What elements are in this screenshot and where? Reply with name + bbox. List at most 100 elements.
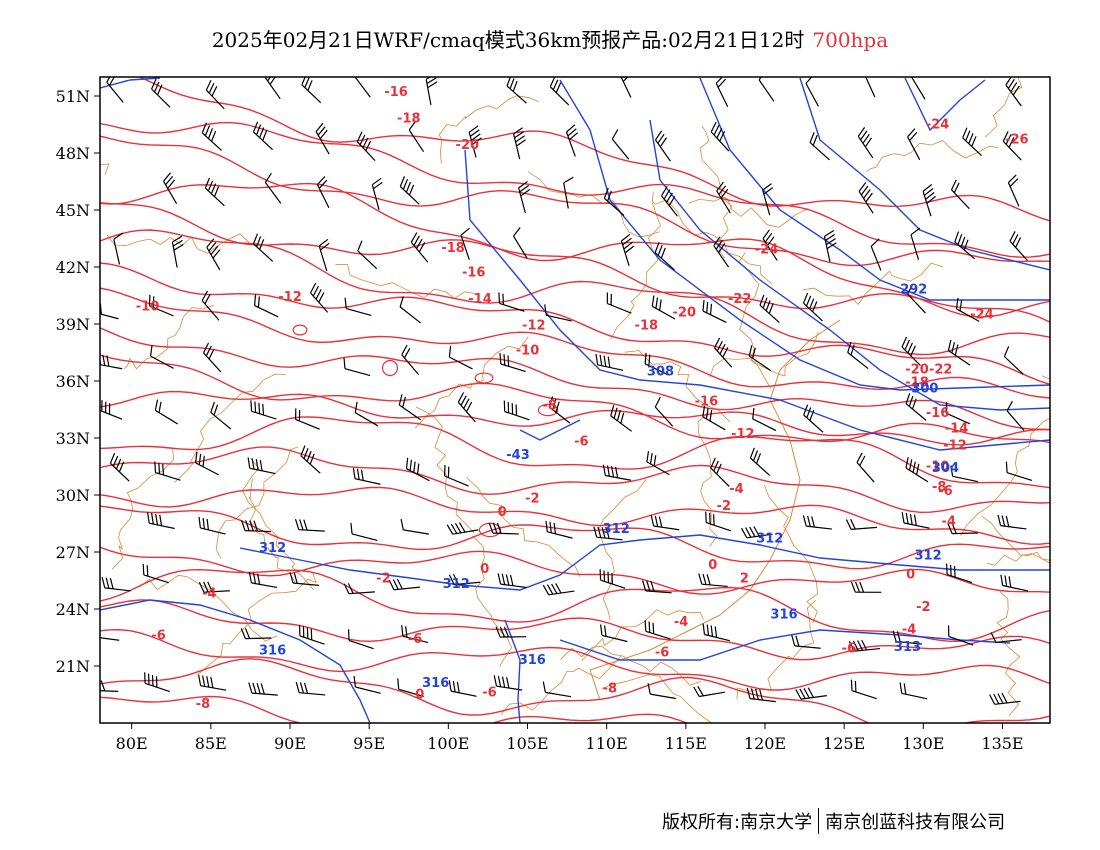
lon-tick-label: 130E bbox=[902, 734, 944, 753]
wind-barb-flag bbox=[659, 137, 667, 148]
wind-barb bbox=[240, 628, 272, 640]
wind-barb-flag bbox=[555, 583, 562, 594]
wind-barb bbox=[542, 583, 575, 596]
wind-barb-flag bbox=[142, 563, 145, 575]
temperature-isotherm-loop bbox=[537, 403, 559, 417]
wind-barb-flag bbox=[518, 181, 528, 189]
wind-barb-flag bbox=[611, 573, 613, 585]
province-boundary bbox=[699, 125, 733, 259]
wind-barb-flag bbox=[857, 127, 866, 137]
wind-barb bbox=[758, 77, 775, 102]
wind-barb-flag bbox=[909, 131, 918, 141]
wind-barb-shaft bbox=[549, 406, 571, 424]
wind-barb bbox=[907, 128, 921, 161]
wind-barb bbox=[544, 304, 572, 322]
wind-barb-flag bbox=[151, 674, 154, 687]
wind-barb-flag bbox=[403, 348, 411, 359]
wind-barb bbox=[448, 346, 473, 370]
temperature-isotherm bbox=[100, 182, 1050, 318]
wind-barb-flag bbox=[563, 176, 574, 184]
wind-barb bbox=[611, 129, 630, 160]
wind-barb-flag bbox=[257, 296, 260, 308]
wind-barb bbox=[702, 405, 726, 431]
province-boundary bbox=[335, 264, 477, 299]
wind-barb-flag bbox=[947, 523, 953, 534]
wind-barb-flag bbox=[950, 564, 952, 576]
wind-barb-flag bbox=[647, 683, 651, 695]
wind-barb-flag bbox=[654, 242, 660, 253]
temperature-isotherm bbox=[100, 135, 1050, 267]
wind-barb-flag bbox=[913, 514, 917, 526]
wind-barb bbox=[809, 132, 830, 161]
wind-barb-flag bbox=[259, 459, 263, 471]
wind-barb bbox=[497, 573, 527, 589]
wind-barb-flag bbox=[649, 453, 653, 465]
wind-barb-shaft bbox=[155, 472, 181, 481]
height-label: 312 bbox=[603, 522, 630, 537]
wind-barb-flag bbox=[300, 445, 306, 457]
wind-barb-flag bbox=[603, 570, 606, 582]
wind-barb-flag bbox=[158, 401, 162, 413]
wind-barb bbox=[250, 400, 277, 420]
wind-barb-flag bbox=[469, 129, 480, 137]
wind-barb-shaft bbox=[425, 79, 432, 106]
wind-barb-flag bbox=[908, 395, 914, 407]
height-label: 300 bbox=[911, 381, 938, 396]
wind-barb-flag bbox=[151, 513, 154, 525]
wind-barb-shaft bbox=[962, 137, 983, 157]
wind-barb bbox=[990, 632, 1022, 643]
wind-barb-shaft bbox=[1002, 584, 1029, 592]
temperature-isotherm bbox=[100, 262, 1050, 386]
wind-barb-flag bbox=[903, 683, 907, 695]
wind-barb-flag bbox=[295, 681, 300, 693]
wind-barb-shaft bbox=[806, 525, 833, 530]
province-boundary bbox=[438, 95, 539, 164]
wind-barb-shaft bbox=[195, 462, 219, 476]
wind-barb-flag bbox=[606, 465, 610, 477]
wind-barb-flag bbox=[365, 140, 372, 152]
wind-barb-shaft bbox=[151, 88, 171, 108]
wind-barb-shaft bbox=[762, 238, 778, 261]
wind-barb-flag bbox=[759, 689, 763, 701]
wind-barb-flag bbox=[953, 566, 956, 578]
wind-barb-flag bbox=[653, 455, 657, 467]
wind-barb-flag bbox=[715, 239, 723, 250]
wind-barb-flag bbox=[746, 687, 751, 699]
temperature-label: -10 bbox=[926, 459, 950, 474]
wind-barb-shaft bbox=[149, 305, 174, 317]
wind-barb-shaft bbox=[171, 241, 178, 268]
wind-barb-flag bbox=[373, 181, 383, 190]
wind-barb-flag bbox=[909, 513, 913, 525]
wind-barb-flag bbox=[450, 523, 458, 534]
wind-barb-flag bbox=[954, 231, 960, 243]
temperature-label: 0 bbox=[708, 558, 717, 573]
temperature-label: -6 bbox=[574, 435, 588, 450]
wind-barb bbox=[401, 344, 420, 375]
wind-barb-flag bbox=[666, 192, 673, 203]
wind-barb-shaft bbox=[200, 685, 227, 691]
wind-barb-shaft bbox=[646, 461, 670, 476]
height-label: 316 bbox=[519, 653, 546, 668]
wind-barb-shaft bbox=[201, 132, 222, 151]
wind-barb-flag bbox=[509, 574, 514, 586]
province-boundary bbox=[196, 573, 317, 676]
wind-barb-flag bbox=[198, 581, 205, 593]
wind-barb-flag bbox=[350, 522, 353, 534]
wind-barb-flag bbox=[253, 520, 259, 532]
wind-barb-shaft bbox=[758, 79, 775, 102]
temperature-isotherm bbox=[100, 628, 1050, 691]
wind-barb-flag bbox=[210, 401, 215, 413]
wind-barb-flag bbox=[722, 347, 729, 358]
wind-barb bbox=[154, 399, 178, 425]
wind-barb bbox=[460, 227, 470, 260]
wind-barb-flag bbox=[990, 632, 997, 643]
wind-barb-flag bbox=[909, 459, 913, 471]
wind-barb-flag bbox=[702, 405, 706, 417]
lon-tick-label: 110E bbox=[586, 734, 628, 753]
wind-barb-flag bbox=[993, 693, 1000, 705]
wind-barb-shaft bbox=[1006, 472, 1033, 481]
wind-barb-flag bbox=[207, 180, 214, 192]
wind-barb-flag bbox=[151, 78, 157, 90]
wind-barb-flag bbox=[605, 527, 610, 539]
wind-barb-flag bbox=[519, 185, 529, 193]
